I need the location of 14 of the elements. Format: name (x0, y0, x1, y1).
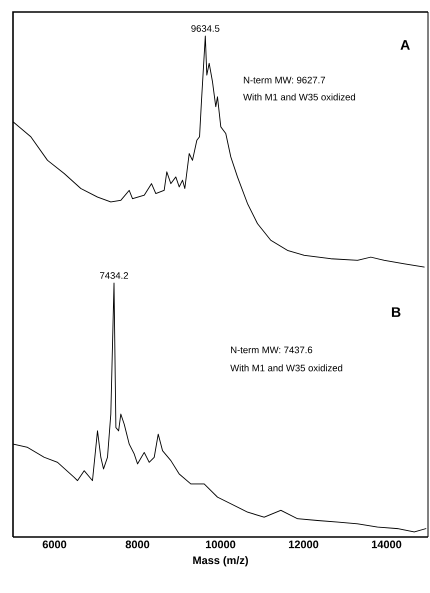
annotation: 7434.2 (100, 272, 128, 279)
annotation: N-term MW: 9627.7 (244, 76, 326, 84)
annotation: A (400, 40, 410, 50)
x-tick-label: 8000 (126, 540, 150, 548)
annotation: 9634.5 (191, 25, 220, 32)
annotation: With M1 and W35 oxidized (230, 364, 342, 372)
annotation: B (392, 307, 400, 317)
x-tick-label: 10000 (206, 540, 236, 548)
x-tick-label: 6000 (42, 540, 66, 548)
annotation: N-term MW: 7437.6 (231, 346, 312, 354)
annotation: With M1 and W35 oxidized (243, 93, 356, 100)
x-tick-label: 14000 (372, 540, 402, 548)
x-axis-title: Mass (m/z) (193, 556, 248, 566)
x-tick-label: 12000 (288, 540, 318, 548)
